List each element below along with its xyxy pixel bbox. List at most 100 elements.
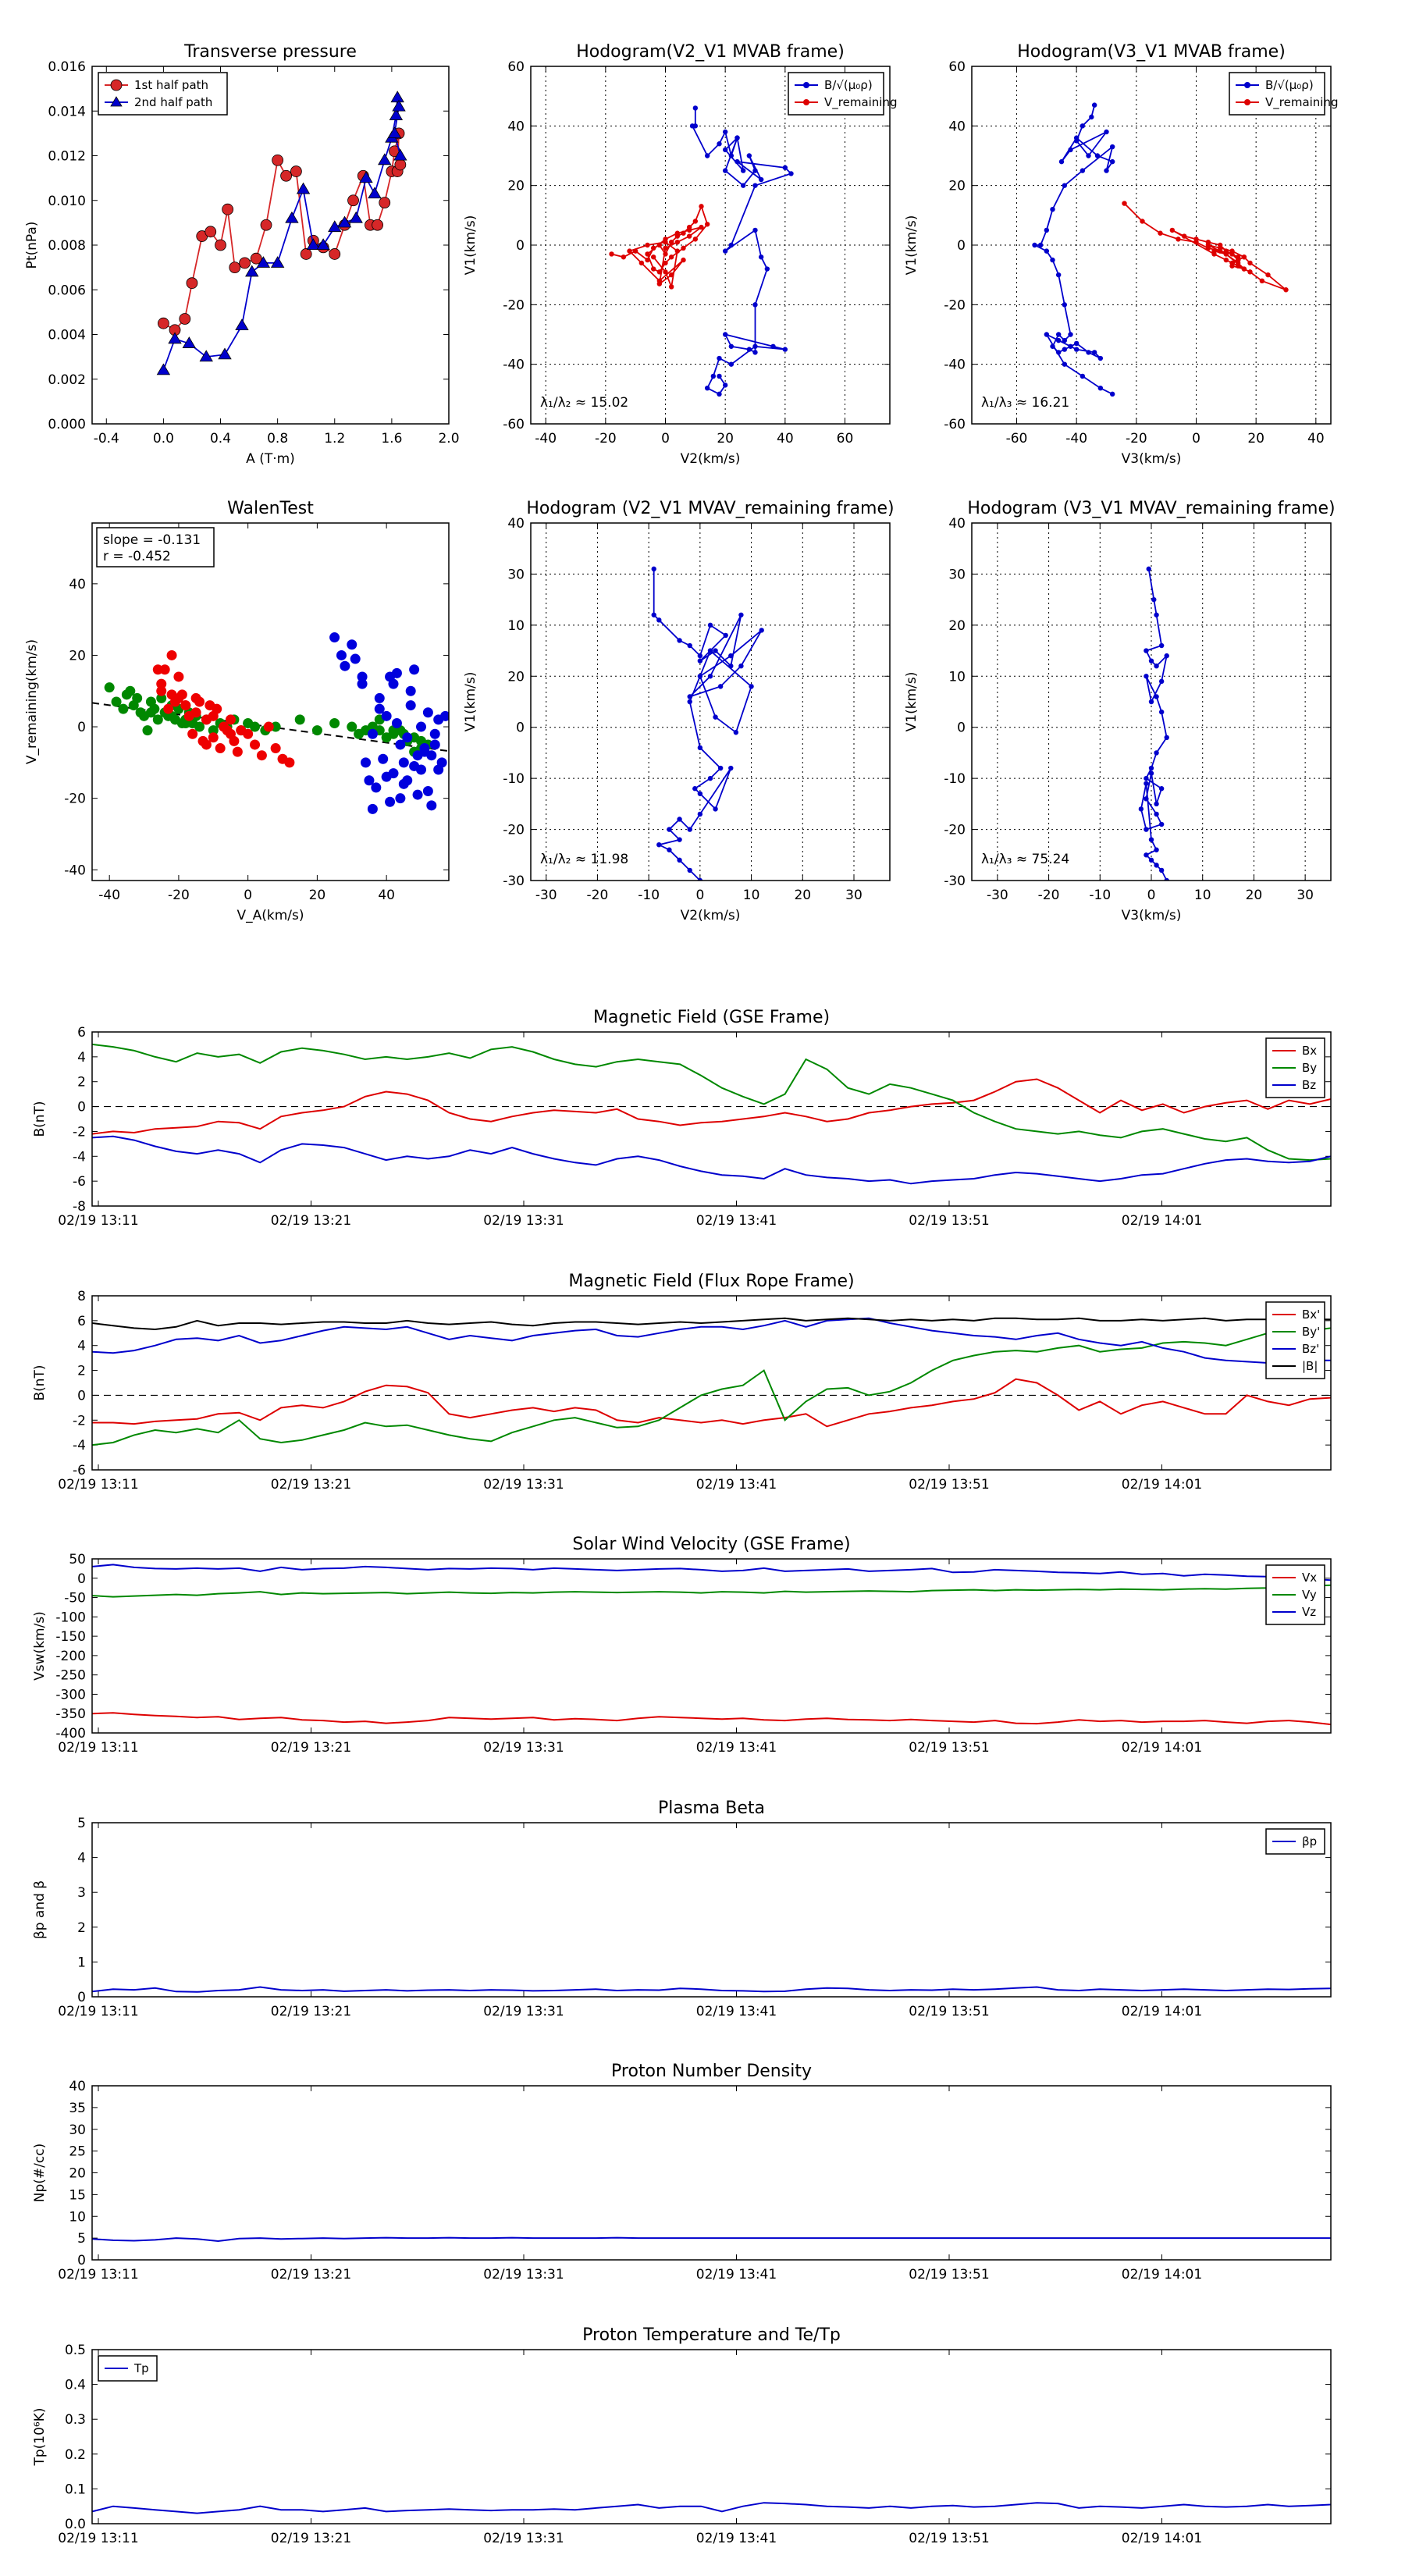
plot-area <box>92 632 449 814</box>
y-tick-label: 0.000 <box>48 417 86 432</box>
y-tick-label: 40 <box>948 516 966 532</box>
data-point <box>692 219 699 224</box>
chart-title: Plasma Beta <box>658 1799 765 1818</box>
chart-title: Magnetic Field (Flux Rope Frame) <box>568 1272 854 1291</box>
x-tick-label: 02/19 13:21 <box>271 1213 351 1229</box>
legend-marker <box>803 99 809 105</box>
data-point <box>329 248 341 260</box>
data-point <box>1247 269 1253 275</box>
x-tick-label: 02/19 13:41 <box>696 2531 777 2546</box>
data-point <box>728 664 734 669</box>
data-point <box>1073 340 1080 347</box>
data-point <box>186 277 198 290</box>
data-point <box>1080 168 1086 173</box>
data-point <box>738 612 744 617</box>
data-point <box>697 877 703 881</box>
y-tick-label: 0 <box>516 238 525 254</box>
data-point <box>1086 350 1091 355</box>
data-point <box>208 710 219 721</box>
plot-frame <box>971 522 1332 881</box>
x-tick-label: 02/19 13:21 <box>271 2004 351 2019</box>
x-tick-label: -10 <box>1089 888 1111 903</box>
y-tick-label: -60 <box>503 417 525 432</box>
y-tick-label: 0 <box>957 720 966 736</box>
data-point <box>1247 260 1253 266</box>
data-point <box>337 215 352 228</box>
data-point <box>1176 237 1181 242</box>
data-point <box>1148 857 1154 863</box>
data-point <box>1241 266 1247 272</box>
plot-area <box>1032 102 1289 397</box>
y-tick-label: 40 <box>507 516 525 532</box>
data-point <box>392 99 406 112</box>
data-point <box>157 317 169 329</box>
chart-tp: Transverse pressure 0.000 0.002 0.004 0.006 0… <box>24 42 460 467</box>
data-point <box>378 153 392 165</box>
stats-box <box>96 527 215 568</box>
data-point <box>1229 260 1235 266</box>
data-point <box>218 347 232 360</box>
data-point <box>645 242 650 248</box>
y-tick-label: 0.016 <box>48 59 86 75</box>
y-tick-label: 2 <box>77 1920 86 1936</box>
data-point <box>1055 350 1062 355</box>
legend-label: 2nd half path <box>134 95 212 109</box>
data-point <box>159 664 170 675</box>
data-point <box>166 689 177 700</box>
plot-area <box>1138 566 1169 881</box>
ratio-annotation: λ₁/λ₂ ≈ 11.98 <box>540 852 628 867</box>
x-tick-label: 02/19 13:11 <box>58 1213 138 1229</box>
x-tick-label: 02/19 13:11 <box>58 2267 138 2282</box>
plot-area <box>92 1564 1331 1726</box>
data-point <box>156 363 171 375</box>
data-point <box>668 239 674 245</box>
data-point <box>225 714 236 725</box>
data-point <box>687 642 692 649</box>
data-point <box>722 168 728 173</box>
y-tick-label: -30 <box>503 873 525 889</box>
data-point <box>788 171 794 176</box>
data-point <box>1044 332 1050 337</box>
data-point <box>663 251 668 257</box>
data-point <box>1086 153 1091 158</box>
x-tick-label: 0 <box>661 431 670 447</box>
data-point <box>707 648 713 653</box>
data-point <box>663 245 668 251</box>
x-tick-label: -60 <box>1006 431 1028 447</box>
data-point <box>1055 332 1062 337</box>
series-line-by- <box>92 1325 1331 1446</box>
y-tick-label: 40 <box>69 2079 86 2094</box>
data-point <box>201 739 212 750</box>
data-point <box>1097 386 1104 391</box>
data-point <box>1058 158 1065 165</box>
data-point <box>270 743 281 754</box>
y-tick-label: 6 <box>77 1025 86 1041</box>
data-point <box>1164 735 1169 740</box>
data-point <box>306 238 321 251</box>
chart-h2: Hodogram(V3_V1 MVAB frame) -60 -40 -20 0 20 40… <box>904 42 1339 467</box>
data-point <box>717 373 722 379</box>
y-tick-label: 4 <box>77 1851 86 1866</box>
x-tick-label: 40 <box>1307 431 1325 447</box>
y-tick-label: -20 <box>64 792 86 807</box>
x-axis-label: A (T·m) <box>246 451 295 467</box>
data-point <box>208 725 219 736</box>
data-point <box>179 313 191 325</box>
x-tick-label: -20 <box>168 888 190 903</box>
y-tick-label: 10 <box>507 618 525 634</box>
data-point <box>1154 612 1159 617</box>
plot-area <box>92 1043 1331 1185</box>
data-point <box>752 343 758 349</box>
data-point <box>651 566 656 572</box>
data-point <box>782 165 788 170</box>
data-point <box>290 165 302 177</box>
stats-text: slope = -0.131 <box>103 532 201 548</box>
data-point <box>692 237 699 242</box>
series-line-series-0 <box>653 568 763 881</box>
data-point <box>1154 847 1159 852</box>
data-point <box>728 242 735 248</box>
data-point <box>1158 867 1165 873</box>
data-point <box>381 710 392 721</box>
data-point <box>1073 135 1080 141</box>
